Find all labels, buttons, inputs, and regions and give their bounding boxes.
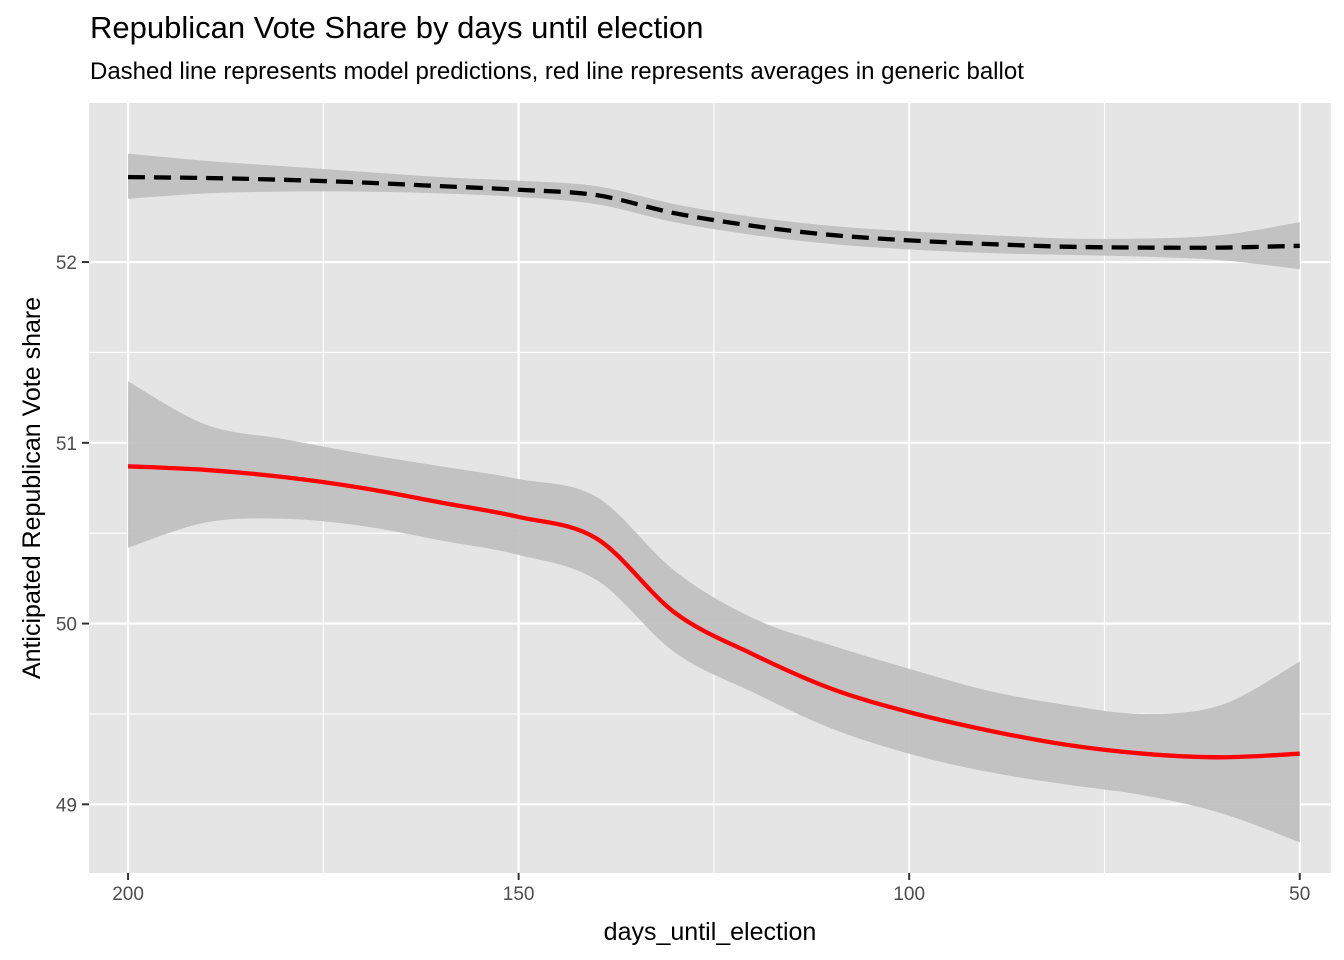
y-tick-label: 50 [56, 615, 77, 636]
series-2-line [127, 464, 1300, 760]
chart-subtitle: Dashed line represents model predictions… [90, 58, 1024, 85]
series-1-line [128, 174, 1300, 250]
series-lines [127, 174, 1300, 760]
y-tick-label: 51 [56, 434, 77, 455]
y-axis-title: Anticipated Republican Vote share [18, 297, 46, 679]
chart-title: Republican Vote Share by days until elec… [90, 10, 704, 45]
x-tick-label: 50 [1289, 884, 1310, 905]
series-1-confidence-band [128, 153, 1300, 270]
x-axis-title: days_until_election [604, 918, 817, 946]
x-tick-label: 200 [112, 884, 144, 905]
x-tick-label: 150 [503, 884, 535, 905]
axes: 200 150 100 50 49 50 51 52 [56, 253, 1310, 905]
x-tick-label: 100 [893, 884, 925, 905]
y-tick-label: 49 [56, 795, 77, 816]
y-tick-label: 52 [56, 253, 77, 274]
